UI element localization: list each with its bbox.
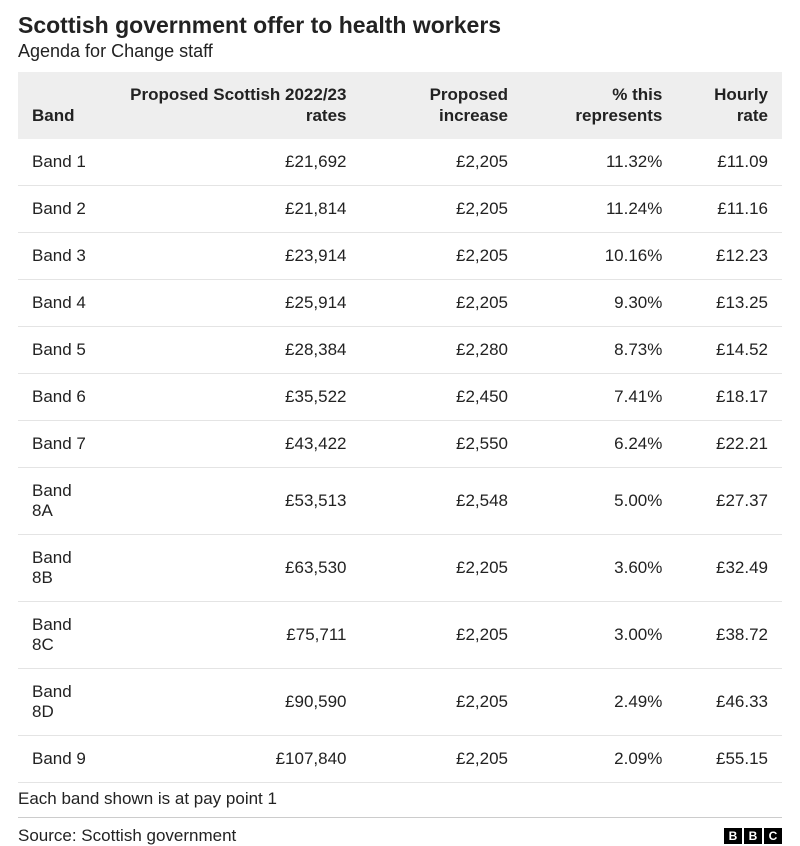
table-cell: £23,914	[108, 232, 360, 279]
table-cell: £18.17	[676, 373, 782, 420]
table-cell: £14.52	[676, 326, 782, 373]
table-cell: £53,513	[108, 467, 360, 534]
table-cell: £27.37	[676, 467, 782, 534]
table-row: Band 9£107,840£2,2052.09%£55.15	[18, 735, 782, 782]
pay-offer-table: Band Proposed Scottish 2022/23 rates Pro…	[18, 72, 782, 783]
col-band: Band	[18, 72, 108, 139]
table-cell: £63,530	[108, 534, 360, 601]
table-cell: £2,450	[360, 373, 522, 420]
table-cell: £2,205	[360, 735, 522, 782]
col-proposed-increase: Proposed increase	[360, 72, 522, 139]
table-cell: 8.73%	[522, 326, 676, 373]
page-subtitle: Agenda for Change staff	[18, 41, 782, 62]
table-cell: Band 8B	[18, 534, 108, 601]
table-footnote: Each band shown is at pay point 1	[18, 789, 782, 818]
table-row: Band 6£35,522£2,4507.41%£18.17	[18, 373, 782, 420]
table-cell: Band 9	[18, 735, 108, 782]
table-cell: Band 1	[18, 139, 108, 186]
table-row: Band 1£21,692£2,20511.32%£11.09	[18, 139, 782, 186]
table-cell: £32.49	[676, 534, 782, 601]
table-cell: £22.21	[676, 420, 782, 467]
table-row: Band 5£28,384£2,2808.73%£14.52	[18, 326, 782, 373]
table-cell: Band 4	[18, 279, 108, 326]
source-text: Source: Scottish government	[18, 826, 236, 846]
table-row: Band 3£23,914£2,20510.16%£12.23	[18, 232, 782, 279]
table-cell: £2,205	[360, 534, 522, 601]
table-cell: £35,522	[108, 373, 360, 420]
bbc-logo: B B C	[724, 828, 782, 844]
bbc-logo-letter: B	[724, 828, 742, 844]
table-cell: £28,384	[108, 326, 360, 373]
table-cell: £12.23	[676, 232, 782, 279]
table-header-row: Band Proposed Scottish 2022/23 rates Pro…	[18, 72, 782, 139]
table-row: Band 2£21,814£2,20511.24%£11.16	[18, 185, 782, 232]
table-cell: £2,205	[360, 232, 522, 279]
table-cell: £2,205	[360, 279, 522, 326]
table-cell: 5.00%	[522, 467, 676, 534]
table-cell: £2,205	[360, 139, 522, 186]
table-row: Band 8C£75,711£2,2053.00%£38.72	[18, 601, 782, 668]
col-proposed-rates: Proposed Scottish 2022/23 rates	[108, 72, 360, 139]
table-cell: Band 2	[18, 185, 108, 232]
table-cell: 6.24%	[522, 420, 676, 467]
table-cell: £38.72	[676, 601, 782, 668]
table-cell: £43,422	[108, 420, 360, 467]
table-cell: Band 5	[18, 326, 108, 373]
col-hourly-rate: Hourly rate	[676, 72, 782, 139]
table-cell: 9.30%	[522, 279, 676, 326]
table-cell: 11.24%	[522, 185, 676, 232]
table-cell: 11.32%	[522, 139, 676, 186]
table-cell: £46.33	[676, 668, 782, 735]
table-cell: Band 8A	[18, 467, 108, 534]
table-cell: £13.25	[676, 279, 782, 326]
table-cell: 7.41%	[522, 373, 676, 420]
table-cell: £2,205	[360, 601, 522, 668]
col-percent: % this represents	[522, 72, 676, 139]
table-cell: Band 3	[18, 232, 108, 279]
table-row: Band 7£43,422£2,5506.24%£22.21	[18, 420, 782, 467]
table-cell: 2.09%	[522, 735, 676, 782]
table-cell: Band 7	[18, 420, 108, 467]
table-cell: 2.49%	[522, 668, 676, 735]
table-cell: £2,205	[360, 668, 522, 735]
table-row: Band 8B£63,530£2,2053.60%£32.49	[18, 534, 782, 601]
bbc-logo-letter: C	[764, 828, 782, 844]
footer: Source: Scottish government B B C	[18, 826, 782, 846]
table-cell: £21,692	[108, 139, 360, 186]
table-cell: £55.15	[676, 735, 782, 782]
bbc-logo-letter: B	[744, 828, 762, 844]
page-title: Scottish government offer to health work…	[18, 12, 782, 39]
table-cell: 10.16%	[522, 232, 676, 279]
table-row: Band 8A£53,513£2,5485.00%£27.37	[18, 467, 782, 534]
table-cell: £2,280	[360, 326, 522, 373]
table-cell: Band 8C	[18, 601, 108, 668]
table-cell: £75,711	[108, 601, 360, 668]
table-row: Band 4£25,914£2,2059.30%£13.25	[18, 279, 782, 326]
table-row: Band 8D£90,590£2,2052.49%£46.33	[18, 668, 782, 735]
table-cell: 3.60%	[522, 534, 676, 601]
table-cell: £21,814	[108, 185, 360, 232]
table-cell: £2,205	[360, 185, 522, 232]
table-cell: £90,590	[108, 668, 360, 735]
table-cell: £2,550	[360, 420, 522, 467]
table-cell: £2,548	[360, 467, 522, 534]
table-cell: Band 8D	[18, 668, 108, 735]
table-cell: £107,840	[108, 735, 360, 782]
table-cell: £11.09	[676, 139, 782, 186]
table-cell: 3.00%	[522, 601, 676, 668]
table-cell: £25,914	[108, 279, 360, 326]
table-cell: £11.16	[676, 185, 782, 232]
table-cell: Band 6	[18, 373, 108, 420]
